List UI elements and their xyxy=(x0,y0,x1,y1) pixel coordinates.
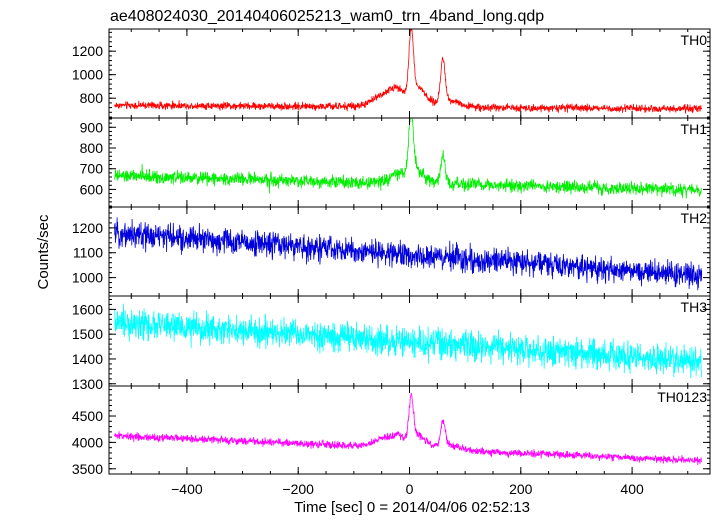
x-axis-label: Time [sec] 0 = 2014/04/06 02:52:13 xyxy=(294,499,530,516)
y-tick-label: 1200 xyxy=(72,43,103,59)
series-label: TH3 xyxy=(681,299,708,315)
panel-th0: TH0 800 1000 1200 xyxy=(72,28,711,119)
y-tick-label: 1400 xyxy=(72,351,103,367)
panel-frame xyxy=(108,385,711,475)
y-tick-label: 4500 xyxy=(72,408,103,424)
panel-frame xyxy=(108,117,711,208)
chart-title: ae408024030_20140406025213_wam0_trn_4ban… xyxy=(110,8,544,25)
y-tick-label: 1600 xyxy=(72,301,103,317)
series-line-th2 xyxy=(114,217,703,291)
series-line-th0 xyxy=(114,29,703,114)
series-label: TH1 xyxy=(681,121,708,137)
y-tick-label: 600 xyxy=(80,181,104,197)
panel-frame xyxy=(108,295,711,387)
panel-frame xyxy=(108,206,711,297)
y-tick-label: 700 xyxy=(80,161,104,177)
series-label: TH0123 xyxy=(657,389,707,405)
y-tick-label: 4000 xyxy=(72,434,103,450)
panel-th1: TH1 600 700 800 900 xyxy=(80,117,711,208)
y-tick-label: 800 xyxy=(80,140,104,156)
panel-th2: TH2 1000 1100 1200 xyxy=(72,206,711,297)
x-tick-label: 400 xyxy=(620,481,644,497)
x-tick-label: 200 xyxy=(509,481,533,497)
series-label: TH2 xyxy=(681,210,708,226)
y-tick-label: 900 xyxy=(80,119,104,135)
panel-th0123: TH0123 3500 4000 4500 xyxy=(72,385,711,477)
y-tick-label: 1000 xyxy=(72,67,103,83)
x-tick-label: 0 xyxy=(406,481,414,497)
panels-layer: TH0 800 1000 1200 TH1 600 700 800 900 TH2 1000 1100… xyxy=(72,28,711,497)
y-tick-label: 3500 xyxy=(72,461,103,477)
series-label: TH0 xyxy=(681,32,708,48)
y-tick-label: 1000 xyxy=(72,270,103,286)
y-tick-label: 1200 xyxy=(72,220,103,236)
panel-th3: TH3 1300 1400 1500 1600 xyxy=(72,295,711,392)
y-axis-label: Counts/sec xyxy=(35,214,52,290)
series-line-th1 xyxy=(114,118,702,199)
y-tick-label: 1500 xyxy=(72,326,103,342)
series-line-th3 xyxy=(114,303,703,379)
series-line-th0123 xyxy=(114,392,703,466)
y-tick-label: 1300 xyxy=(72,376,103,392)
y-tick-label: 800 xyxy=(80,90,104,106)
x-tick-label: −200 xyxy=(282,481,314,497)
y-tick-label: 1100 xyxy=(73,245,103,261)
x-tick-label: −400 xyxy=(171,481,203,497)
